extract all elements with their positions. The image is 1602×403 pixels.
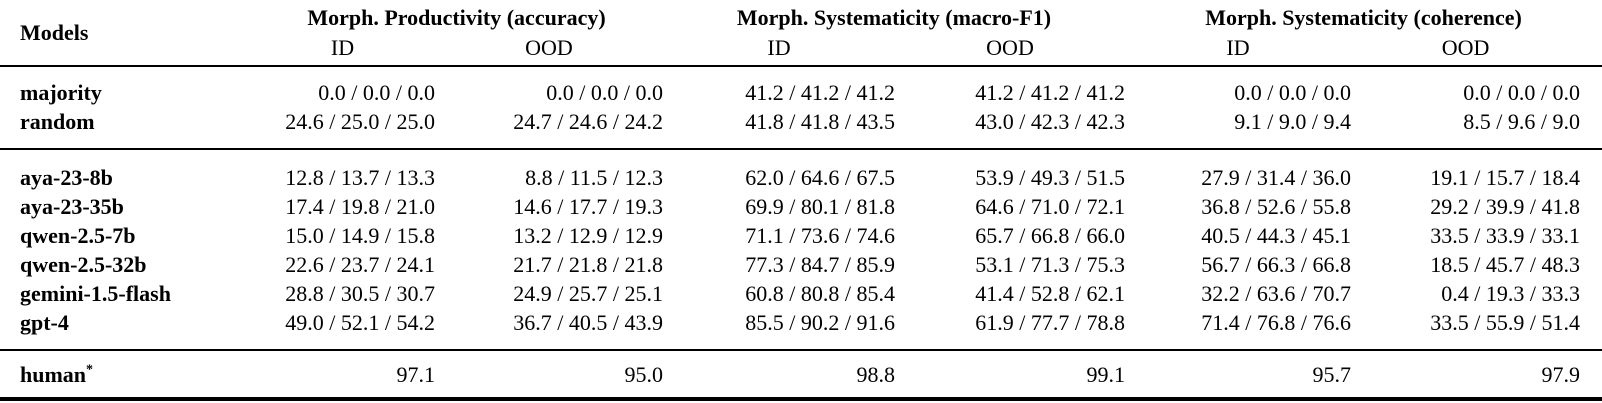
table-row-qwen-2.5-7b: qwen-2.5-7b 15.0 / 14.9 / 15.8 13.2 / 12… [0,221,1602,250]
metric-cell: 77.3 / 84.7 / 85.9 [745,252,895,277]
metric-cell: 95.0 [624,362,664,387]
model-name: aya-23-8b [20,165,113,190]
metric-cell: 0.4 / 19.3 / 33.3 [1441,281,1581,306]
metric-cell: 8.8 / 11.5 / 12.3 [525,165,663,190]
subheader-macro-f1-id: ID [767,35,791,60]
table-row-random: random 24.6 / 25.0 / 25.0 24.7 / 24.6 / … [0,107,1602,149]
model-name: gpt-4 [20,310,69,335]
column-group-productivity-accuracy: Morph. Productivity (accuracy) [307,5,606,30]
model-name: aya-23-35b [20,194,124,219]
metric-cell: 41.2 / 41.2 / 41.2 [975,80,1126,105]
subheader-coherence-ood: OOD [1441,35,1490,60]
metric-cell: 24.7 / 24.6 / 24.2 [513,109,663,134]
metric-cell: 61.9 / 77.7 / 78.8 [975,310,1126,335]
metric-cell: 71.4 / 76.8 / 76.6 [1201,310,1352,335]
subheader-coherence-id: ID [1226,35,1250,60]
metric-cell: 17.4 / 19.8 / 21.0 [285,194,435,219]
metric-cell: 49.0 / 52.1 / 54.2 [285,310,435,335]
table-row-gemini-1.5-flash: gemini-1.5-flash 28.8 / 30.5 / 30.7 24.9… [0,279,1602,308]
metric-cell: 33.5 / 55.9 / 51.4 [1430,310,1581,335]
model-name: qwen-2.5-7b [20,223,136,248]
metric-cell: 65.7 / 66.8 / 66.0 [975,223,1126,248]
metric-cell: 36.8 / 52.6 / 55.8 [1201,194,1352,219]
metric-cell: 69.9 / 80.1 / 81.8 [745,194,895,219]
model-name: majority [20,80,102,105]
table-header: Models Morph. Productivity (accuracy) Mo… [0,0,1602,66]
model-name: qwen-2.5-32b [20,252,147,277]
subheader-productivity-ood: OOD [525,35,573,60]
section-llms: aya-23-8b 12.8 / 13.7 / 13.3 8.8 / 11.5 … [0,149,1602,350]
metric-cell: 71.1 / 73.6 / 74.6 [745,223,895,248]
metric-cell: 22.6 / 23.7 / 24.1 [285,252,435,277]
metric-cell: 53.1 / 71.3 / 75.3 [975,252,1126,277]
table-row-majority: majority 0.0 / 0.0 / 0.0 0.0 / 0.0 / 0.0… [0,66,1602,107]
metric-cell: 41.8 / 41.8 / 43.5 [745,109,895,134]
metric-cell: 19.1 / 15.7 / 18.4 [1430,165,1581,190]
metric-cell: 14.6 / 17.7 / 19.3 [513,194,663,219]
metric-cell: 0.0 / 0.0 / 0.0 [318,80,435,105]
metric-cell: 28.8 / 30.5 / 30.7 [285,281,435,306]
metric-cell: 41.2 / 41.2 / 41.2 [745,80,895,105]
metric-cell: 18.5 / 45.7 / 48.3 [1430,252,1581,277]
subheader-productivity-id: ID [330,35,355,60]
section-baselines: majority 0.0 / 0.0 / 0.0 0.0 / 0.0 / 0.0… [0,66,1602,149]
metric-cell: 40.5 / 44.3 / 45.1 [1201,223,1352,248]
metric-cell: 27.9 / 31.4 / 36.0 [1201,165,1352,190]
metric-cell: 56.7 / 66.3 / 66.8 [1201,252,1352,277]
header-group-row: Models Morph. Productivity (accuracy) Mo… [0,0,1602,45]
table-row-aya-23-35b: aya-23-35b 17.4 / 19.8 / 21.0 14.6 / 17.… [0,192,1602,221]
metric-cell: 0.0 / 0.0 / 0.0 [546,80,663,105]
table-row-aya-23-8b: aya-23-8b 12.8 / 13.7 / 13.3 8.8 / 11.5 … [0,149,1602,192]
section-human: human* 97.1 95.0 98.8 99.1 95.7 97.9 [0,350,1602,399]
metric-cell: 32.2 / 63.6 / 70.7 [1201,281,1352,306]
metric-cell: 12.8 / 13.7 / 13.3 [285,165,435,190]
metric-cell: 99.1 [1086,362,1126,387]
table-row-gpt-4: gpt-4 49.0 / 52.1 / 54.2 36.7 / 40.5 / 4… [0,308,1602,350]
metric-cell: 97.1 [396,362,436,387]
metric-cell: 29.2 / 39.9 / 41.8 [1430,194,1581,219]
metric-cell: 62.0 / 64.6 / 67.5 [745,165,895,190]
model-name: random [20,109,95,134]
metric-cell: 13.2 / 12.9 / 12.9 [513,223,663,248]
metric-cell: 24.6 / 25.0 / 25.0 [285,109,435,134]
metric-cell: 33.5 / 33.9 / 33.1 [1430,223,1581,248]
metric-cell: 24.9 / 25.7 / 25.1 [513,281,663,306]
header-sub-row: ID OOD ID OOD ID OOD [0,33,1602,66]
table-row-qwen-2.5-32b: qwen-2.5-32b 22.6 / 23.7 / 24.1 21.7 / 2… [0,250,1602,279]
metric-cell: 0.0 / 0.0 / 0.0 [1463,80,1581,105]
metric-cell: 60.8 / 80.8 / 85.4 [745,281,895,306]
metric-cell: 97.9 [1541,362,1581,387]
metric-cell: 8.5 / 9.6 / 9.0 [1463,109,1581,134]
metric-cell: 85.5 / 90.2 / 91.6 [745,310,895,335]
model-name: gemini-1.5-flash [20,281,171,306]
metric-cell: 95.7 [1312,362,1352,387]
metric-cell: 98.8 [856,362,896,387]
metric-cell: 9.1 / 9.0 / 9.4 [1234,109,1352,134]
column-header-models: Models [20,20,89,45]
metric-cell: 36.7 / 40.5 / 43.9 [513,310,663,335]
model-name-text: human [20,362,87,387]
column-group-systematicity-macro-f1: Morph. Systematicity (macro-F1) [736,5,1052,30]
metric-cell: 43.0 / 42.3 / 42.3 [975,109,1126,134]
column-group-systematicity-coherence: Morph. Systematicity (coherence) [1205,5,1522,30]
metric-cell: 53.9 / 49.3 / 51.5 [975,165,1126,190]
footnote-asterisk: * [86,362,94,378]
metric-cell: 0.0 / 0.0 / 0.0 [1234,80,1352,105]
metric-cell: 41.4 / 52.8 / 62.1 [975,281,1126,306]
model-name: human* [0,350,250,399]
metric-cell: 15.0 / 14.9 / 15.8 [285,223,435,248]
metric-cell: 64.6 / 71.0 / 72.1 [975,194,1126,219]
table-row-human: human* 97.1 95.0 98.8 99.1 95.7 97.9 [0,350,1602,399]
subheader-macro-f1-ood: OOD [986,35,1034,60]
metric-cell: 21.7 / 21.8 / 21.8 [513,252,663,277]
